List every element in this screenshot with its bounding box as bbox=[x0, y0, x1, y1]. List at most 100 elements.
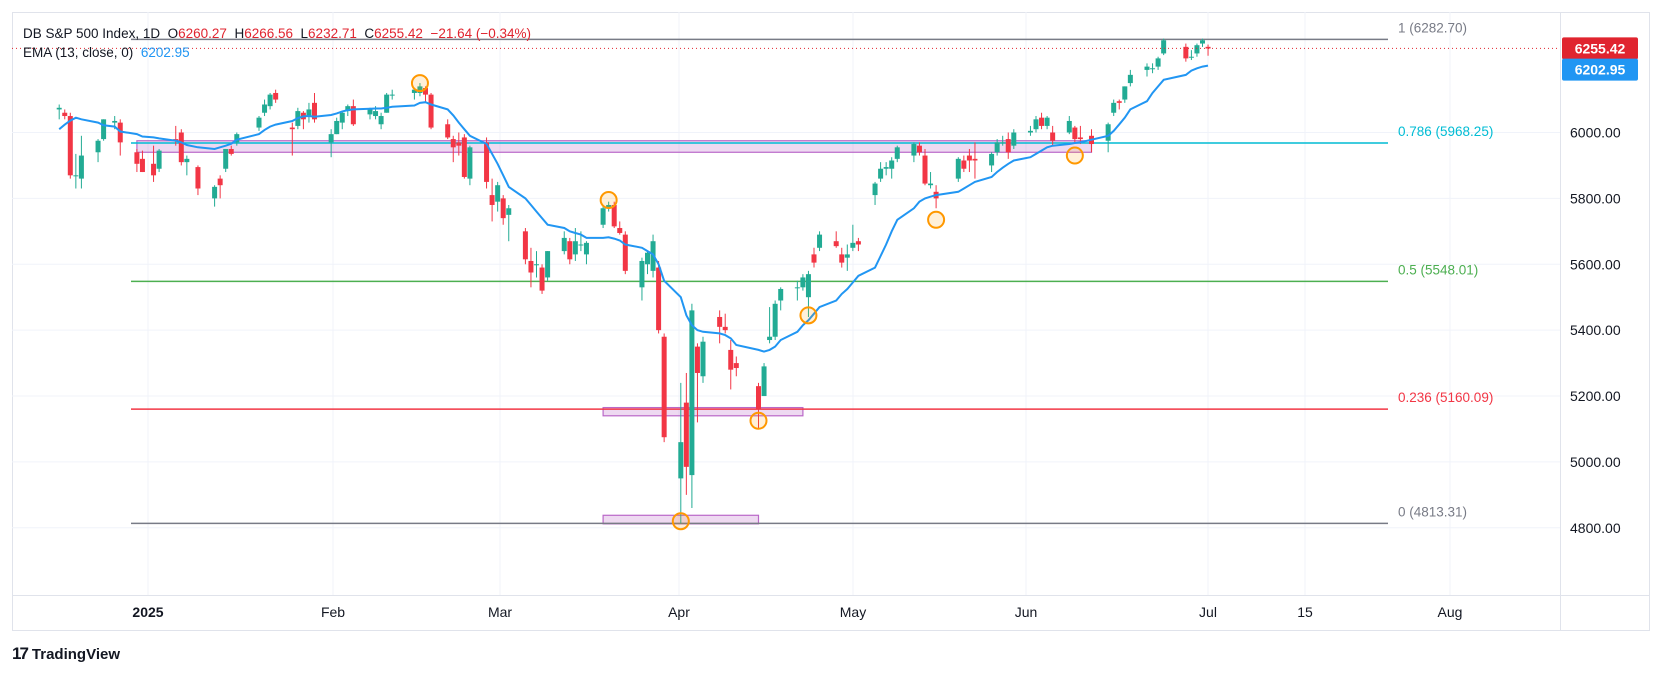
high-value: 6266.56 bbox=[244, 26, 294, 41]
candle-body bbox=[572, 241, 578, 255]
pivot-marker bbox=[671, 512, 690, 531]
ema-price-tag-text: 6202.95 bbox=[1575, 62, 1626, 78]
candle-body bbox=[1183, 46, 1189, 59]
candle-body bbox=[1205, 46, 1211, 49]
candle-body bbox=[561, 237, 567, 252]
fib-label: 0.5 (5548.01) bbox=[1398, 262, 1478, 277]
candle-body bbox=[411, 89, 417, 93]
candle-body bbox=[228, 148, 234, 154]
candle-body bbox=[850, 242, 856, 248]
candle-body bbox=[767, 336, 773, 341]
candle-body bbox=[373, 111, 379, 117]
close-value: 6255.42 bbox=[374, 26, 423, 41]
symbol-title[interactable]: DB S&P 500 Index, 1D bbox=[23, 26, 161, 41]
time-tick-label: Aug bbox=[1438, 604, 1463, 620]
candle-body bbox=[345, 106, 351, 112]
candle-body bbox=[1116, 101, 1122, 103]
ema-row[interactable]: EMA (13, close, 0) 6202.95 bbox=[23, 43, 531, 62]
close-label: C bbox=[364, 26, 375, 41]
time-tick-label: 15 bbox=[1297, 604, 1313, 620]
candle-body bbox=[1111, 102, 1117, 113]
candle-body bbox=[234, 134, 240, 143]
candle-body bbox=[1050, 132, 1056, 141]
candle-body bbox=[1072, 127, 1078, 140]
candle-body bbox=[489, 195, 495, 205]
chart-legend: DB S&P 500 Index, 1D O6260.27 H6266.56 L… bbox=[23, 24, 531, 62]
candle-body bbox=[112, 120, 118, 123]
candle-body bbox=[1005, 139, 1011, 153]
candle-body bbox=[134, 152, 140, 164]
candle-body bbox=[95, 140, 101, 153]
candles bbox=[56, 38, 1211, 524]
candle-body bbox=[500, 198, 506, 219]
candle-body bbox=[484, 142, 490, 182]
candle-body bbox=[456, 142, 462, 146]
open-value: 6260.27 bbox=[178, 26, 227, 41]
candle-body bbox=[156, 150, 162, 169]
candle-body bbox=[195, 167, 201, 189]
markers bbox=[410, 74, 1084, 531]
candle-body bbox=[694, 346, 700, 373]
price-tick-label: 4800.00 bbox=[1570, 520, 1621, 536]
candle-body bbox=[312, 102, 317, 120]
candle-body bbox=[639, 260, 645, 288]
fib-label: 0.236 (5160.09) bbox=[1398, 390, 1493, 405]
candle-body bbox=[811, 254, 817, 263]
candle-body bbox=[761, 366, 767, 397]
candle-body bbox=[894, 147, 900, 159]
candle-body bbox=[1188, 56, 1194, 58]
candle-body bbox=[911, 144, 917, 156]
candle-body bbox=[600, 208, 606, 225]
candle-body bbox=[994, 142, 1000, 153]
candle-body bbox=[805, 274, 811, 298]
candle-body bbox=[262, 104, 268, 113]
price-tags: 6255.42 6202.95 bbox=[12, 37, 1638, 81]
candle-body bbox=[889, 160, 895, 169]
open-label: O bbox=[167, 26, 179, 41]
candle-body bbox=[495, 185, 501, 202]
candle-body bbox=[328, 134, 334, 143]
fib-label: 0 (4813.31) bbox=[1398, 504, 1467, 519]
candle-body bbox=[56, 107, 62, 110]
candle-body bbox=[817, 234, 823, 248]
fib-levels: 1 (6282.70) 0.786 (5968.25) 0.5 (5548.01) 0… bbox=[131, 20, 1493, 525]
candle-body bbox=[622, 234, 628, 271]
candle-body bbox=[62, 112, 68, 117]
high-label: H bbox=[234, 26, 245, 41]
time-axis: 2025 Feb Mar Apr May Jun Jul 15 Aug bbox=[132, 604, 1462, 620]
candle-body bbox=[1000, 142, 1006, 144]
candle-body bbox=[178, 132, 184, 163]
price-tick-label: 5200.00 bbox=[1570, 388, 1621, 404]
chart-frame bbox=[12, 12, 1650, 631]
pivot-marker bbox=[799, 306, 818, 325]
candle-body bbox=[384, 94, 390, 113]
price-tick-label: 6000.00 bbox=[1570, 125, 1621, 141]
candle-body bbox=[378, 116, 384, 125]
candle-body bbox=[1044, 117, 1050, 126]
candle-body bbox=[212, 186, 218, 199]
candle-body bbox=[417, 86, 423, 93]
candle-body bbox=[339, 112, 345, 123]
candle-body bbox=[855, 241, 861, 245]
tradingview-logo[interactable]: 17 TradingView bbox=[12, 644, 120, 664]
price-tick-label: 5000.00 bbox=[1570, 454, 1621, 470]
candle-body bbox=[989, 153, 995, 166]
candle-body bbox=[289, 127, 295, 130]
candle-body bbox=[567, 241, 573, 260]
candle-body bbox=[772, 303, 778, 337]
candle-body bbox=[678, 442, 684, 479]
price-tick-label: 5600.00 bbox=[1570, 256, 1621, 272]
candle-body bbox=[1066, 120, 1072, 133]
low-value: 6232.71 bbox=[308, 26, 357, 41]
candle-body bbox=[972, 158, 978, 161]
candle-body bbox=[794, 287, 800, 289]
candle-body bbox=[661, 336, 667, 438]
price-tick-label: 5400.00 bbox=[1570, 322, 1621, 338]
support-zone bbox=[602, 406, 804, 417]
price-axis: 6000.00 5800.00 5600.00 5400.00 5200.00 5000.… bbox=[1570, 125, 1621, 536]
candle-body bbox=[428, 94, 434, 128]
candle-body bbox=[839, 254, 845, 263]
candle-body bbox=[467, 147, 473, 179]
candle-body bbox=[800, 277, 806, 288]
